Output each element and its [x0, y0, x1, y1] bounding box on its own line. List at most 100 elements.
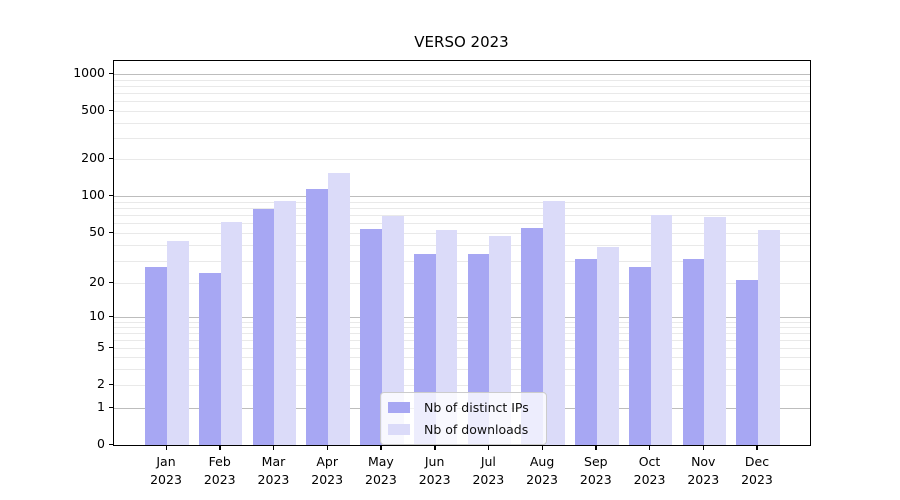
- bar-distinct-ips-apr: [306, 188, 329, 445]
- legend: Nb of distinct IPs Nb of downloads: [380, 392, 547, 445]
- bar-downloads-jun: [435, 229, 458, 445]
- y-tick-label: 2: [97, 376, 105, 391]
- y-tick-label: 1: [97, 399, 105, 414]
- x-tick-label: Nov 2023: [687, 454, 720, 487]
- x-tick-label: May 2023: [365, 454, 397, 487]
- y-tick-mark: [109, 315, 113, 317]
- gridline-minor: [114, 101, 810, 103]
- bar-distinct-ips-dec: [736, 280, 758, 445]
- bar-downloads-apr: [328, 172, 350, 445]
- gridline-minor: [114, 357, 810, 358]
- x-tick-label: Oct 2023: [633, 454, 666, 487]
- y-tick-label: 5: [97, 339, 105, 354]
- bar-distinct-ips-jan: [145, 266, 167, 445]
- gridline-minor: [114, 111, 810, 112]
- y-tick-label: 1000: [73, 65, 105, 80]
- x-tick-mark: [219, 446, 221, 450]
- bar-downloads-aug: [543, 201, 565, 445]
- bar-downloads-may: [381, 215, 404, 445]
- gridline-minor: [114, 137, 810, 139]
- gridline-minor: [114, 85, 810, 87]
- y-tick-mark: [109, 443, 113, 445]
- bar-downloads-jan: [167, 241, 189, 445]
- gridline-minor: [114, 368, 810, 370]
- x-tick-mark: [165, 446, 167, 450]
- bar-distinct-ips-feb: [199, 273, 221, 445]
- x-tick-mark: [434, 446, 436, 450]
- x-tick-label: Mar 2023: [257, 454, 290, 487]
- y-tick-mark: [109, 406, 113, 408]
- gridline-minor: [114, 223, 810, 225]
- legend-swatch-downloads: [388, 424, 410, 435]
- legend-swatch-distinct-ips: [388, 402, 410, 413]
- y-tick-mark: [109, 157, 113, 159]
- bar-distinct-ips-aug: [521, 227, 544, 445]
- x-tick-mark: [649, 446, 651, 450]
- gridline-minor: [114, 122, 810, 124]
- gridline-minor: [114, 339, 810, 341]
- gridline-minor: [114, 348, 810, 349]
- x-tick-label: Apr 2023: [311, 454, 344, 487]
- gridline-minor: [114, 79, 810, 81]
- x-tick-mark: [272, 446, 275, 450]
- gridline-minor: [114, 201, 810, 203]
- gridline-minor: [114, 159, 810, 160]
- x-tick-mark: [380, 446, 382, 450]
- x-tick-mark: [595, 446, 597, 450]
- bar-distinct-ips-may: [360, 228, 382, 445]
- bar-distinct-ips-oct: [628, 266, 651, 445]
- gridline-major: [114, 196, 810, 197]
- x-tick-label: Jun 2023: [418, 454, 451, 487]
- bar-distinct-ips-sep: [575, 259, 597, 445]
- x-tick-mark: [756, 446, 758, 450]
- x-tick-label: Aug 2023: [526, 454, 558, 487]
- legend-item: Nb of downloads: [388, 422, 538, 437]
- gridline-minor: [114, 283, 810, 284]
- legend-label: Nb of distinct IPs: [424, 400, 529, 415]
- x-tick-label: Sep 2023: [579, 454, 612, 487]
- gridline-minor: [114, 326, 810, 328]
- legend-label: Nb of downloads: [424, 422, 529, 437]
- gridline-minor: [114, 385, 810, 386]
- gridline-minor: [114, 93, 810, 95]
- x-tick-mark: [487, 446, 490, 450]
- bar-distinct-ips-nov: [682, 259, 705, 445]
- bar-downloads-dec: [757, 229, 780, 445]
- bar-distinct-ips-mar: [252, 209, 275, 445]
- chart-title: VERSO 2023: [414, 33, 509, 51]
- x-tick-label: Jan 2023: [150, 454, 182, 487]
- y-tick-label: 500: [81, 102, 105, 117]
- y-tick-label: 50: [89, 224, 105, 239]
- gridline-major: [114, 317, 810, 318]
- gridline-minor: [114, 260, 810, 262]
- y-tick-label: 10: [89, 308, 105, 323]
- x-tick-label: Feb 2023: [203, 454, 236, 487]
- gridline-minor: [114, 321, 810, 323]
- gridline-minor: [114, 332, 810, 334]
- y-tick-mark: [109, 72, 113, 74]
- gridline-minor: [114, 233, 810, 234]
- y-tick-label: 200: [81, 150, 105, 165]
- y-tick-mark: [109, 109, 113, 111]
- y-tick-mark: [109, 383, 113, 385]
- bar-downloads-feb: [220, 221, 243, 445]
- y-tick-mark: [109, 194, 113, 196]
- x-tick-mark: [326, 446, 329, 450]
- gridline-minor: [114, 215, 810, 217]
- x-tick-label: Dec 2023: [741, 454, 773, 487]
- x-tick-mark: [541, 446, 543, 450]
- y-tick-mark: [109, 346, 113, 348]
- y-tick-mark: [109, 281, 113, 283]
- y-tick-label: 20: [89, 274, 105, 289]
- x-tick-mark: [702, 446, 705, 450]
- gridline-minor: [114, 245, 810, 247]
- legend-item: Nb of distinct IPs: [388, 400, 538, 415]
- bar-downloads-oct: [650, 215, 673, 445]
- y-tick-label: 100: [81, 187, 105, 202]
- gridline-minor: [114, 207, 810, 209]
- gridline-major: [114, 74, 810, 75]
- bar-downloads-mar: [274, 201, 297, 445]
- x-tick-label: Jul 2023: [472, 454, 505, 487]
- bar-downloads-nov: [704, 217, 726, 445]
